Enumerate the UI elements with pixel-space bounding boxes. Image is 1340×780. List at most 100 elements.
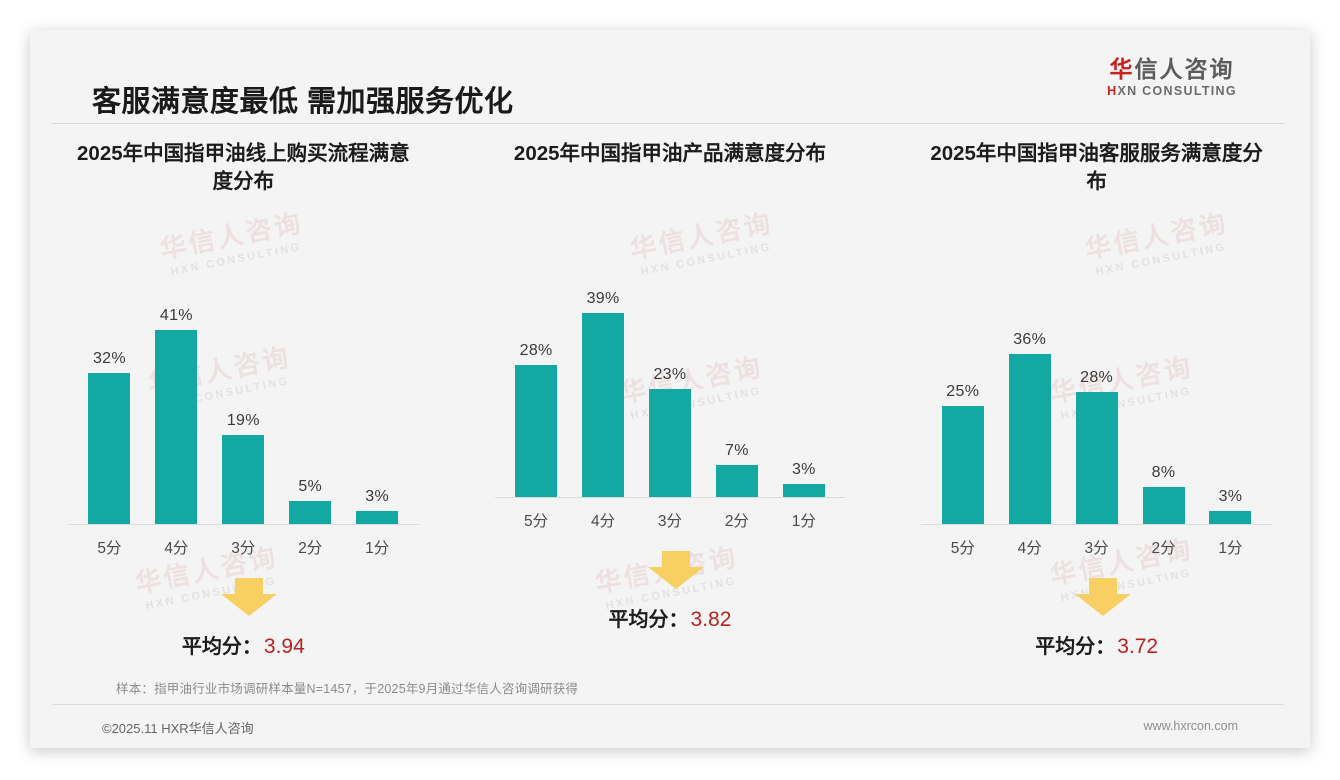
bar-rect[interactable] <box>1008 354 1051 526</box>
bar-rect[interactable] <box>582 312 625 498</box>
x-axis-line <box>68 524 419 526</box>
footer-divider <box>52 704 1284 705</box>
logo-chinese-text: 华信人咨询 <box>1092 56 1252 82</box>
bar-rect[interactable] <box>155 330 198 526</box>
chart-panel-1: 2025年中国指甲油线上购买流程满意度分布 32% 41% 19% <box>30 140 457 662</box>
arrow-head <box>1074 594 1131 617</box>
category-label: 3分 <box>231 540 256 558</box>
chart-title: 2025年中国指甲油产品满意度分布 <box>513 142 827 165</box>
bar-rect[interactable] <box>1209 511 1252 526</box>
bar-rect[interactable] <box>222 435 265 526</box>
chart-title: 2025年中国指甲油线上购买流程满意度分布 <box>77 142 410 193</box>
bar-chart: 25% 36% 28% 8% <box>897 253 1296 526</box>
bar-rect[interactable] <box>1142 487 1185 526</box>
category-label: 5分 <box>524 512 549 530</box>
bar-rect[interactable] <box>782 483 825 498</box>
bar-item[interactable]: 41% <box>146 253 206 526</box>
logo-chinese-rest: 信人咨询 <box>1134 56 1235 82</box>
bar-item[interactable]: 3% <box>774 226 834 498</box>
category-label: 4分 <box>164 540 189 558</box>
arrow-shaft <box>1088 578 1117 595</box>
bars-container: 32% 41% 19% 5% <box>44 253 443 526</box>
average-label: 平均分： <box>181 636 262 659</box>
bar-item[interactable]: 25% <box>933 253 993 526</box>
bar-rect[interactable] <box>941 406 984 526</box>
brand-logo: 华信人咨询 HXN CONSULTING <box>1092 56 1252 98</box>
average-score: 平均分：3.82 <box>471 603 870 632</box>
bar-item[interactable]: 28% <box>506 226 566 498</box>
header-divider <box>52 123 1284 124</box>
average-label: 平均分： <box>1035 636 1116 659</box>
sample-footnote: 样本：指甲油行业市场调研样本量N=1457，于2025年9月通过华信人咨询调研获… <box>116 682 579 696</box>
arrow-shaft <box>235 578 264 595</box>
bar-rect[interactable] <box>356 511 399 526</box>
bar-item[interactable]: 8% <box>1133 253 1193 526</box>
category-label: 3分 <box>657 512 683 530</box>
arrow-head <box>221 594 278 617</box>
average-value: 3.94 <box>263 635 305 659</box>
bar-item[interactable]: 32% <box>79 253 139 526</box>
average-block: 平均分：3.82 <box>471 550 870 635</box>
category-label: 1分 <box>1218 540 1243 558</box>
bar-value-label: 3% <box>365 488 390 506</box>
bar-item[interactable]: 28% <box>1067 253 1127 526</box>
bar-rect[interactable] <box>88 373 131 526</box>
average-score: 平均分：3.94 <box>44 630 443 659</box>
bar-item[interactable]: 39% <box>573 226 633 498</box>
category-label: 2分 <box>298 540 323 558</box>
chart-title: 2025年中国指甲油客服服务满意度分布 <box>930 142 1263 193</box>
category-label: 2分 <box>724 512 749 530</box>
average-score: 平均分：3.72 <box>897 630 1296 659</box>
bar-rect[interactable] <box>515 364 558 498</box>
category-label: 5分 <box>97 540 122 558</box>
category-label: 4分 <box>1017 540 1042 558</box>
slide-canvas: 华信人咨询 HXN CONSULTING 华信人咨询 HXN CONSULTIN… <box>30 30 1310 748</box>
bar-rect[interactable] <box>648 388 691 498</box>
category-label: 2分 <box>1151 540 1176 558</box>
bar-chart: 28% 39% 23% 7% <box>471 226 870 498</box>
bar-value-label: 32% <box>92 350 126 368</box>
bar-value-label: 39% <box>586 289 620 307</box>
logo-accent-char: 华 <box>1109 56 1135 82</box>
logo-english-text: HXN CONSULTING <box>1092 84 1252 98</box>
bar-value-label: 7% <box>725 441 749 459</box>
category-label: 3分 <box>1084 540 1109 558</box>
bar-item[interactable]: 3% <box>1200 253 1260 526</box>
bar-value-label: 23% <box>653 365 687 383</box>
bar-rect[interactable] <box>1075 392 1118 526</box>
website-url[interactable]: www.hxrcon.com <box>1143 719 1238 733</box>
bar-value-label: 3% <box>1218 488 1243 506</box>
x-axis-line <box>494 496 846 498</box>
bar-rect[interactable] <box>289 501 332 526</box>
bar-item[interactable]: 19% <box>213 253 273 526</box>
average-value: 3.72 <box>1117 635 1159 659</box>
bars-container: 25% 36% 28% 8% <box>897 253 1296 526</box>
charts-row: 2025年中国指甲油线上购买流程满意度分布 32% 41% 19% <box>30 140 1310 662</box>
copyright-text: ©2025.11 HXR华信人咨询 <box>102 721 254 736</box>
bar-item[interactable]: 23% <box>640 226 700 498</box>
bar-item[interactable]: 3% <box>347 253 407 526</box>
slide-header: 客服满意度最低 需加强服务优化 华信人咨询 HXN CONSULTING <box>30 30 1310 122</box>
x-axis-line <box>921 524 1272 526</box>
slide-footer: ©2025.11 HXR华信人咨询 www.hxrcon.com <box>30 714 1310 748</box>
bar-chart: 32% 41% 19% 5% <box>44 253 443 526</box>
bar-rect[interactable] <box>715 464 758 498</box>
bar-value-label: 28% <box>1080 369 1114 387</box>
bar-item[interactable]: 36% <box>1000 253 1060 526</box>
arrow-head <box>647 566 704 589</box>
bar-value-label: 28% <box>519 341 553 359</box>
bar-value-label: 19% <box>226 412 260 430</box>
arrow-shaft <box>661 550 690 567</box>
average-label: 平均分： <box>608 608 689 631</box>
bar-item[interactable]: 5% <box>280 253 340 526</box>
category-labels: 5分 4分 3分 2分 1分 <box>897 536 1296 558</box>
bar-item[interactable]: 7% <box>707 226 767 498</box>
bar-value-label: 8% <box>1151 464 1176 482</box>
bar-value-label: 3% <box>791 460 816 478</box>
page-title: 客服满意度最低 需加强服务优化 <box>92 86 514 118</box>
bars-container: 28% 39% 23% 7% <box>471 226 870 498</box>
bar-value-label: 25% <box>946 383 980 401</box>
category-label: 1分 <box>791 512 816 530</box>
average-block: 平均分：3.72 <box>897 578 1296 662</box>
average-block: 平均分：3.94 <box>44 578 443 662</box>
